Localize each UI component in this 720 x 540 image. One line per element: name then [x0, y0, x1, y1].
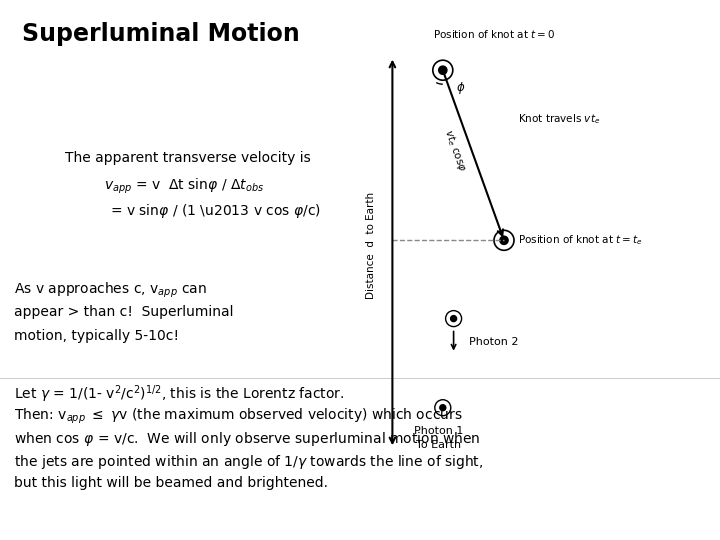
Circle shape	[494, 230, 514, 251]
Text: $vt_e$ cos$\varphi$: $vt_e$ cos$\varphi$	[441, 127, 469, 173]
Circle shape	[438, 66, 447, 74]
Text: Position of knot at $t=0$: Position of knot at $t=0$	[433, 28, 555, 40]
Text: when cos $\varphi$ = v/c.  We will only observe superluminal motion when: when cos $\varphi$ = v/c. We will only o…	[14, 430, 481, 448]
Circle shape	[433, 60, 453, 80]
Text: The apparent transverse velocity is: The apparent transverse velocity is	[65, 151, 310, 165]
Circle shape	[451, 315, 456, 322]
Text: Let $\gamma$ = 1/(1- v$^2$/c$^2$)$^{1/2}$, this is the Lorentz factor.: Let $\gamma$ = 1/(1- v$^2$/c$^2$)$^{1/2}…	[14, 383, 345, 405]
Text: = v sin$\varphi$ / (1 \u2013 v cos $\varphi$/c): = v sin$\varphi$ / (1 \u2013 v cos $\var…	[110, 202, 321, 220]
Text: Superluminal Motion: Superluminal Motion	[22, 22, 300, 45]
Text: Distance  d  to Earth: Distance d to Earth	[366, 192, 376, 299]
Circle shape	[435, 400, 451, 416]
Text: As v approaches c, v$_{app}$ can: As v approaches c, v$_{app}$ can	[14, 281, 207, 300]
Text: Then: v$_{app}$ $\leq$ $\gamma$v (the maximum observed velocity) which occurs: Then: v$_{app}$ $\leq$ $\gamma$v (the ma…	[14, 407, 463, 426]
Text: Position of knot at $t=t_e$: Position of knot at $t=t_e$	[518, 233, 642, 247]
Text: appear > than c!  Superluminal: appear > than c! Superluminal	[14, 305, 234, 319]
Text: motion, typically 5-10c!: motion, typically 5-10c!	[14, 329, 179, 343]
Text: Photon 2: Photon 2	[469, 336, 518, 347]
Text: the jets are pointed within an angle of 1/$\gamma$ towards the line of sight,: the jets are pointed within an angle of …	[14, 453, 484, 471]
Text: Knot travels $vt_e$: Knot travels $vt_e$	[518, 112, 600, 126]
Circle shape	[446, 310, 462, 327]
Circle shape	[500, 237, 508, 244]
Text: $v_{app}$ = v  $\Delta$t sin$\varphi$ / $\Delta t_{obs}$: $v_{app}$ = v $\Delta$t sin$\varphi$ / $…	[104, 177, 264, 197]
Text: Photon 1: Photon 1	[414, 426, 464, 436]
Text: To Earth: To Earth	[416, 440, 462, 450]
Text: $\phi$: $\phi$	[456, 80, 466, 96]
Circle shape	[440, 404, 446, 411]
Text: but this light will be beamed and brightened.: but this light will be beamed and bright…	[14, 476, 328, 490]
